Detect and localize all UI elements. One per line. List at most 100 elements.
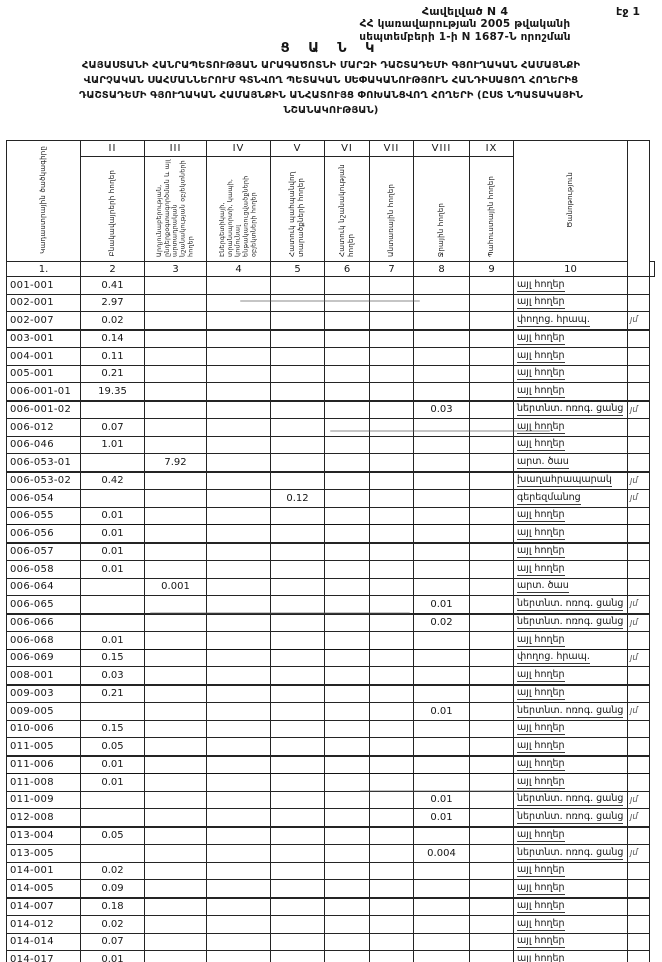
table-row: 002-007 0.02 փողոց. հրապ. յմ — [6, 311, 655, 330]
cell-area-value — [413, 773, 470, 792]
cell-area-value — [324, 737, 370, 756]
table-row: 011-006 0.01 այլ հողեր — [6, 754, 655, 774]
cell-cadastral-code: 014-001 — [6, 861, 81, 880]
note-text: այլ հողեր — [517, 739, 565, 753]
cell-cadastral-code: 002-001 — [6, 293, 81, 312]
column-number-row: 1. 2 3 4 5 6 7 8 9 10 — [6, 261, 655, 277]
header-reserve-lands: Պահուստային հողեր — [469, 156, 514, 262]
cell-cadastral-code: 011-005 — [6, 737, 81, 756]
cell-area-value: 0.004 — [413, 844, 470, 863]
cell-area-value — [144, 293, 207, 312]
cell-area-value — [270, 737, 325, 756]
cell-area-value — [206, 683, 271, 703]
cell-area-value — [206, 754, 271, 774]
cell-area-value — [469, 666, 514, 685]
cell-area-value — [413, 541, 470, 561]
cell-area-value — [206, 915, 271, 934]
cell-area-value — [206, 932, 271, 951]
note-text: այլ հողեր — [517, 332, 565, 346]
cell-area-value — [369, 524, 414, 543]
cell-cadastral-code: 011-009 — [6, 790, 81, 809]
cell-note: այլ հողեր — [513, 293, 628, 312]
table-row: 012-008 0.01 ներտնտ. ոռոգ. ցանց յմ — [6, 808, 655, 827]
numeral-v: V — [270, 140, 325, 157]
column-header-row: Բնակավայրերի հողեր Արդյունաբերության, ըն… — [7, 156, 655, 262]
cell-area-value — [369, 382, 414, 401]
cell-area-value — [206, 790, 271, 809]
cell-area-value — [270, 595, 325, 614]
cell-area-value — [413, 382, 470, 401]
cell-area-value — [270, 453, 325, 472]
cell-area-value — [270, 683, 325, 703]
cell-area-value — [469, 311, 514, 330]
cell-cadastral-code: 006-057 — [6, 541, 81, 561]
note-text: ներտնտ. ոռոգ. ցանց — [517, 616, 624, 630]
cell-area-value — [270, 328, 325, 348]
table-row: 013-004 0.05 այլ հողեր — [6, 825, 655, 845]
cell-area-value — [206, 418, 271, 437]
cell-cadastral-code: 013-005 — [6, 844, 81, 863]
cell-area-value — [206, 577, 271, 596]
cell-area-value — [206, 399, 271, 419]
header-protected-lands: Հատուկ պահպանվող տարածքների հողեր — [270, 156, 325, 262]
table-row: 014-005 0.09 այլ հողեր — [6, 879, 655, 898]
cell-area-value — [206, 844, 271, 863]
decree-line-1: ՀՀ կառավարության 2005 թվականի — [359, 18, 571, 31]
cell-area-value — [324, 702, 370, 721]
cell-area-value — [469, 773, 514, 792]
cell-cadastral-code: 014-007 — [6, 896, 81, 916]
cell-area-value: 0.01 — [80, 541, 145, 561]
cell-cadastral-code: 006-068 — [6, 631, 81, 650]
cell-cadastral-code: 014-014 — [6, 932, 81, 951]
cell-area-value — [270, 915, 325, 934]
cell-area-value — [270, 932, 325, 951]
cell-area-value — [324, 683, 370, 703]
note-text: արտ. ծաս — [517, 580, 569, 594]
cell-area-value: 0.001 — [144, 577, 207, 596]
numeral-viii: VIII — [413, 140, 470, 157]
cell-area-value — [413, 896, 470, 916]
cell-area-value — [324, 790, 370, 809]
cell-area-value — [469, 524, 514, 543]
cell-area-value — [270, 719, 325, 738]
cell-area-value — [144, 773, 207, 792]
cell-area-value — [413, 950, 470, 962]
note-text: այլ հողեր — [517, 687, 565, 701]
table-row: 009-003 0.21 այլ հողեր — [6, 683, 655, 703]
cell-area-value — [413, 825, 470, 845]
margin-mark — [627, 737, 650, 756]
margin-mark: յմ — [627, 702, 650, 721]
cell-area-value — [324, 524, 370, 543]
note-text: այլ հողեր — [517, 900, 565, 914]
header-water-lands: Ջրային հողեր — [413, 156, 470, 262]
cell-area-value — [206, 950, 271, 962]
cell-area-value — [469, 541, 514, 561]
cell-area-value — [80, 808, 145, 827]
margin-mark: յմ — [627, 844, 650, 863]
numeral-iii: III — [144, 140, 207, 157]
table-row: 006-012 0.07 այլ հողեր — [6, 418, 655, 437]
cell-area-value — [144, 950, 207, 962]
colnum-9: 9 — [469, 261, 514, 277]
cell-area-value: 7.92 — [144, 453, 207, 472]
cell-cadastral-code: 006-054 — [6, 489, 81, 508]
cell-area-value — [469, 861, 514, 880]
cell-area-value — [413, 328, 470, 348]
cell-area-value: 0.05 — [80, 825, 145, 845]
cell-area-value — [144, 932, 207, 951]
margin-mark: յմ — [627, 470, 650, 490]
margin-mark — [627, 915, 650, 934]
cell-area-value — [324, 418, 370, 437]
cell-area-value — [144, 470, 207, 490]
cell-area-value — [270, 648, 325, 667]
cell-area-value — [369, 932, 414, 951]
cell-area-value — [413, 489, 470, 508]
note-text: փողոց. հրապ. — [517, 313, 590, 327]
cell-area-value — [413, 311, 470, 330]
cell-area-value — [324, 844, 370, 863]
cell-area-value — [413, 435, 470, 454]
cell-area-value — [469, 418, 514, 437]
cell-note: ներտնտ. ոռոգ. ցանց — [513, 702, 628, 721]
cell-area-value — [369, 754, 414, 774]
cell-area-value — [270, 844, 325, 863]
